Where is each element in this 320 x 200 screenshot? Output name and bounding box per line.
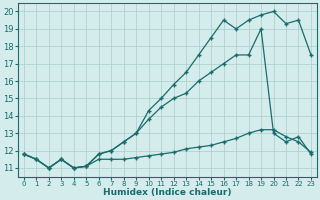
X-axis label: Humidex (Indice chaleur): Humidex (Indice chaleur) [103, 188, 232, 197]
